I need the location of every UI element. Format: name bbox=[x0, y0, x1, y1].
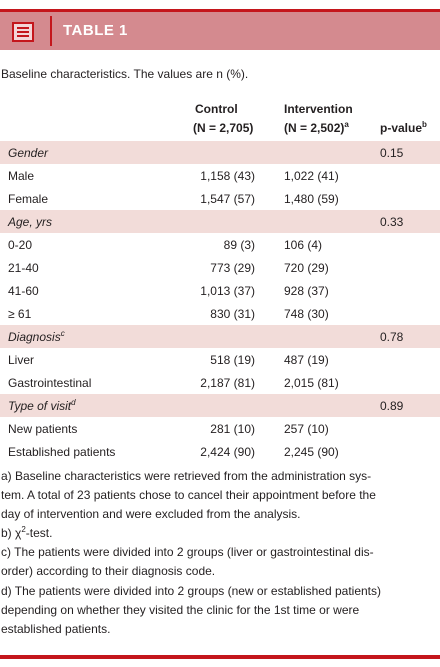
row-label: Established patients bbox=[8, 445, 116, 459]
table-row: Established patients 2,424 (90) 2,245 (90) bbox=[0, 440, 440, 463]
table-row: 21-40 773 (29) 720 (29) bbox=[0, 256, 440, 279]
table-caption: Baseline characteristics. The values are… bbox=[1, 67, 249, 81]
section-row: Gender 0.15 bbox=[0, 141, 440, 164]
table-row: ≥ 61 830 (31) 748 (30) bbox=[0, 302, 440, 325]
section-row: Age, yrs 0.33 bbox=[0, 210, 440, 233]
control-column-header: Control bbox=[195, 102, 238, 116]
intervention-value: 1,480 (59) bbox=[284, 192, 339, 206]
row-label: Diagnosisc bbox=[8, 329, 65, 345]
bottom-accent-bar bbox=[0, 655, 440, 659]
intervention-value: 106 (4) bbox=[284, 238, 323, 252]
row-label: 41-60 bbox=[8, 284, 39, 298]
table-row: Female 1,547 (57) 1,480 (59) bbox=[0, 187, 440, 210]
table-row: Liver 518 (19) 487 (19) bbox=[0, 348, 440, 371]
intervention-column-header: Intervention bbox=[284, 102, 353, 116]
control-value: 2,424 (90) bbox=[200, 445, 255, 459]
intervention-value: 748 (30) bbox=[284, 307, 329, 321]
pvalue-column-header: p-valueb bbox=[380, 120, 427, 136]
control-value: 830 (31) bbox=[210, 307, 255, 321]
row-label: Male bbox=[8, 169, 35, 183]
control-value: 1,013 (37) bbox=[200, 284, 255, 298]
intervention-column-n: (N = 2,502)a bbox=[284, 120, 349, 136]
intervention-value: 487 (19) bbox=[284, 353, 329, 367]
row-label: Liver bbox=[8, 353, 35, 367]
row-label: Type of visitd bbox=[8, 398, 76, 414]
top-accent-bar bbox=[0, 9, 440, 12]
row-label: Female bbox=[8, 192, 49, 206]
row-label: 21-40 bbox=[8, 261, 39, 275]
intervention-value: 257 (10) bbox=[284, 422, 329, 436]
footnote-a-line: tem. A total of 23 patients chose to can… bbox=[1, 488, 376, 503]
footnote-a-line: day of intervention and were excluded fr… bbox=[1, 507, 301, 522]
intervention-value: 720 (29) bbox=[284, 261, 329, 275]
control-value: 1,158 (43) bbox=[200, 169, 255, 183]
p-value: 0.89 bbox=[380, 399, 404, 413]
footnote-a-line: a) Baseline characteristics were retriev… bbox=[1, 469, 372, 483]
control-value: 281 (10) bbox=[210, 422, 255, 436]
row-label: 0-20 bbox=[8, 238, 33, 252]
row-label: Gastrointestinal bbox=[8, 376, 92, 390]
footnote-b: b) χ2-test. bbox=[1, 525, 53, 541]
header-divider bbox=[50, 16, 52, 46]
table-row: Gastrointestinal 2,187 (81) 2,015 (81) bbox=[0, 371, 440, 394]
row-label: Gender bbox=[8, 146, 49, 160]
control-value: 2,187 (81) bbox=[200, 376, 255, 390]
control-value: 773 (29) bbox=[210, 261, 255, 275]
table-row: 41-60 1,013 (37) 928 (37) bbox=[0, 279, 440, 302]
intervention-value: 928 (37) bbox=[284, 284, 329, 298]
table-row: Male 1,158 (43) 1,022 (41) bbox=[0, 164, 440, 187]
footnote-d-line: d) The patients were divided into 2 grou… bbox=[1, 583, 381, 598]
intervention-value: 2,245 (90) bbox=[284, 445, 339, 459]
row-label: Age, yrs bbox=[8, 215, 53, 229]
footnote-c-line: order) according to their diagnosis code… bbox=[1, 564, 216, 579]
row-label: ≥ 61 bbox=[8, 307, 32, 321]
section-row: Diagnosisc 0.78 bbox=[0, 325, 440, 348]
footnote-d-line: depending on whether they visited the cl… bbox=[1, 602, 360, 617]
table-row: New patients 281 (10) 257 (10) bbox=[0, 417, 440, 440]
table-title: TABLE 1 bbox=[63, 22, 128, 39]
footnote-c-line: c) The patients were divided into 2 grou… bbox=[1, 545, 374, 560]
footnote-d-line: established patients. bbox=[1, 621, 111, 636]
control-column-n: (N = 2,705) bbox=[193, 121, 254, 135]
control-value: 89 (3) bbox=[223, 238, 255, 252]
row-label: New patients bbox=[8, 422, 78, 436]
section-row: Type of visitd 0.89 bbox=[0, 394, 440, 417]
p-value: 0.15 bbox=[380, 146, 404, 160]
control-value: 1,547 (57) bbox=[200, 192, 255, 206]
document-icon bbox=[12, 22, 34, 42]
baseline-table: Gender 0.15 Male 1,158 (43) 1,022 (41) Female… bbox=[0, 141, 440, 463]
table-row: 0-20 89 (3) 106 (4) bbox=[0, 233, 440, 256]
intervention-value: 2,015 (81) bbox=[284, 376, 339, 390]
intervention-value: 1,022 (41) bbox=[284, 169, 339, 183]
table-footnotes: a) Baseline characteristics were retriev… bbox=[1, 467, 437, 639]
control-value: 518 (19) bbox=[210, 353, 255, 367]
p-value: 0.78 bbox=[380, 330, 404, 344]
table-header-band: TABLE 1 bbox=[0, 12, 440, 50]
p-value: 0.33 bbox=[380, 215, 404, 229]
